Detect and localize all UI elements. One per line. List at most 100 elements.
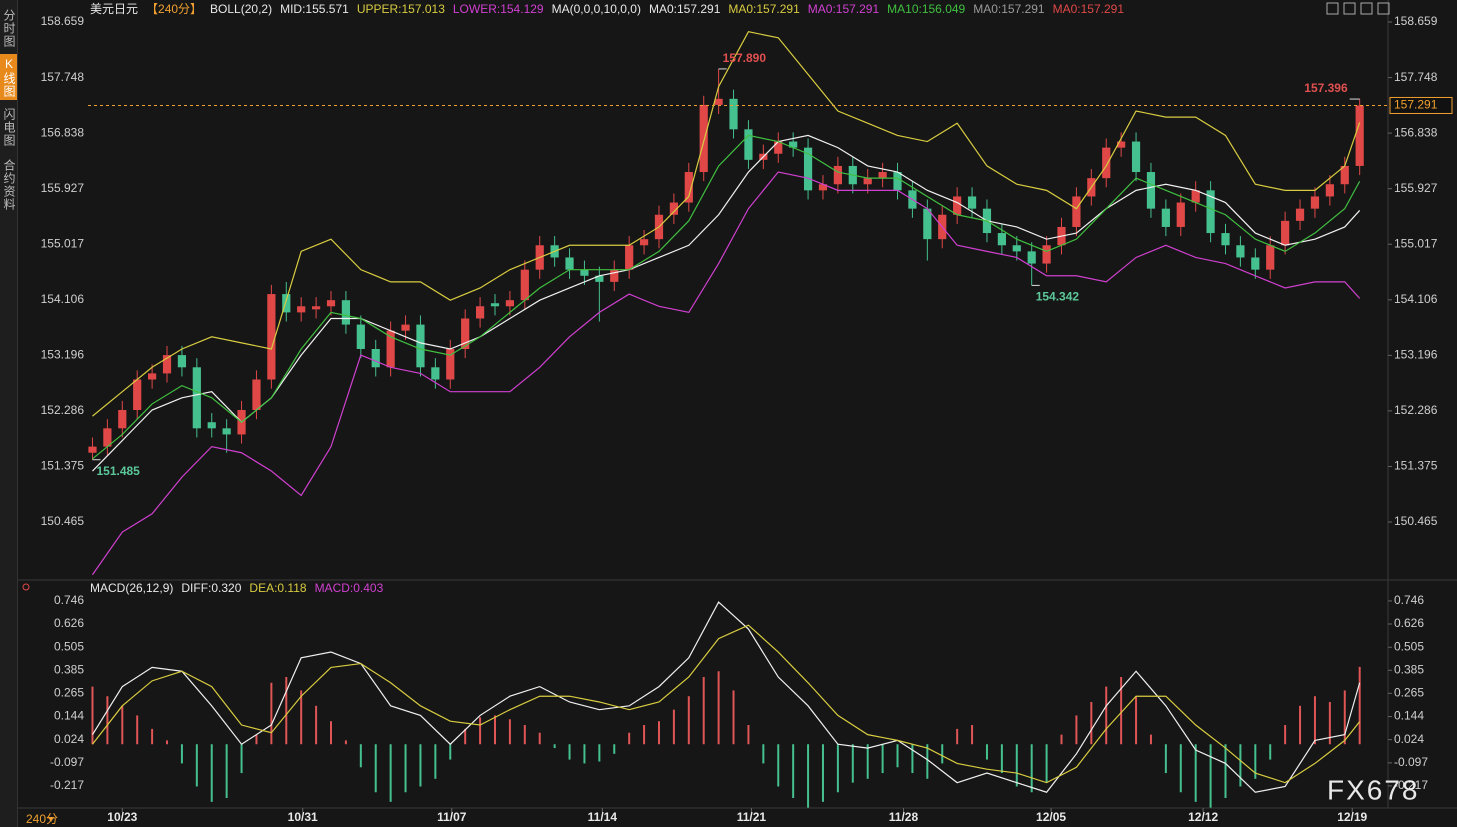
tool-button[interactable]: [1343, 2, 1356, 15]
legend-item: MA0:157.291: [728, 2, 800, 16]
candle-body: [803, 147, 813, 191]
y-tick-label: 0.626: [1394, 616, 1424, 630]
interval-arrow[interactable]: [48, 817, 54, 822]
candle-body: [1161, 208, 1170, 227]
y-tick-label: 157.748: [41, 70, 85, 84]
sidebar-tab[interactable]: 闪电图: [2, 107, 16, 147]
candle-body: [639, 239, 649, 246]
candle-body: [1146, 172, 1156, 209]
candle-body: [297, 306, 306, 313]
candle-body: [401, 324, 410, 331]
y-tick-label: 0.265: [54, 686, 84, 700]
candle-body: [282, 294, 291, 313]
y-tick-label: 0.024: [54, 732, 84, 746]
y-tick-label: 155.927: [41, 181, 85, 195]
sidebar-tab[interactable]: K线图: [0, 54, 17, 100]
candle-body: [461, 318, 470, 349]
candle-body: [1355, 105, 1364, 166]
candle-body: [774, 141, 783, 154]
interval-label[interactable]: 240分: [26, 812, 58, 826]
candle-body: [88, 446, 97, 453]
y-tick-label: -0.097: [1394, 755, 1428, 769]
y-tick-label: 0.505: [54, 639, 84, 653]
annotation-label: 157.396: [1304, 81, 1348, 95]
x-tick-label: 10/31: [288, 810, 318, 824]
y-tick-label: 0.265: [1394, 686, 1424, 700]
legend-item: MA0:157.291: [649, 2, 721, 16]
indicator-line: [92, 134, 1361, 460]
candle-body: [267, 294, 276, 380]
annotation-label: 151.485: [96, 464, 140, 478]
candle-body: [1012, 245, 1021, 252]
y-tick-label: 158.659: [41, 14, 85, 28]
x-tick-label: 11/07: [437, 810, 467, 824]
candle-body: [1325, 184, 1334, 197]
y-tick-label: 0.385: [54, 662, 84, 676]
candle-body: [148, 373, 157, 380]
x-tick-label: 12/19: [1337, 810, 1367, 824]
candle-body: [1266, 245, 1275, 270]
y-tick-label: 152.286: [1394, 403, 1438, 417]
candle-body: [1117, 141, 1126, 148]
candle-body: [416, 324, 425, 368]
tool-button[interactable]: [1326, 2, 1339, 15]
indicator-line: [91, 171, 1361, 576]
y-tick-label: 0.746: [1394, 593, 1424, 607]
sidebar: 分时图 K线图 闪电图 合约资料: [0, 0, 18, 827]
y-tick-label: 0.144: [54, 709, 84, 723]
y-tick-label: 155.017: [1394, 236, 1438, 250]
candle-body: [341, 300, 351, 325]
candle-body: [878, 172, 887, 179]
pane-icon[interactable]: [22, 583, 30, 591]
candle-body: [252, 379, 261, 411]
candle-body: [386, 330, 395, 368]
candle-body: [1176, 202, 1185, 227]
legend-item: 美元日元: [90, 2, 138, 16]
legend-item: BOLL(20,2): [210, 2, 272, 16]
candle-body: [490, 303, 500, 307]
x-tick-label: 11/14: [588, 810, 618, 824]
candle-body: [1281, 220, 1290, 246]
toolbar[interactable]: [1326, 2, 1390, 15]
legend-item: MA0:157.291: [808, 2, 880, 16]
y-tick-label: -0.217: [1394, 778, 1428, 792]
candle-body: [1221, 233, 1230, 246]
candle-body: [729, 98, 738, 130]
candle-body: [505, 300, 515, 307]
y-tick-label: 0.505: [1394, 639, 1424, 653]
y-tick-label: 0.144: [1394, 709, 1424, 723]
candle-body: [953, 196, 962, 215]
y-tick-label: 158.659: [1394, 14, 1438, 28]
y-tick-label: 153.196: [1394, 348, 1438, 362]
candle-body: [684, 172, 693, 203]
candle-body: [520, 269, 529, 301]
candle-body: [1072, 196, 1081, 227]
annotation-label: 154.342: [1036, 290, 1080, 304]
indicator-line: [91, 624, 1361, 784]
candle-body: [610, 269, 619, 282]
candle-body: [118, 410, 127, 429]
tool-button[interactable]: [1377, 2, 1390, 15]
tool-button[interactable]: [1360, 2, 1373, 15]
x-tick-label: 12/05: [1036, 810, 1066, 824]
candle-body: [1191, 190, 1200, 203]
candle-body: [133, 379, 142, 411]
candle-body: [789, 141, 798, 148]
last-price-label: 157.291: [1394, 98, 1438, 112]
x-tick-label: 10/23: [107, 810, 137, 824]
legend-item: MACD(26,12,9): [90, 581, 173, 595]
candle-body: [192, 367, 201, 429]
sidebar-tab[interactable]: 合约资料: [2, 159, 16, 211]
candle-body: [893, 172, 902, 191]
y-tick-label: 155.927: [1394, 181, 1438, 195]
y-tick-label: 0.746: [54, 593, 84, 607]
indicator-line: [91, 601, 1361, 793]
y-tick-label: 157.748: [1394, 70, 1438, 84]
y-tick-label: 155.017: [41, 236, 85, 250]
y-tick-label: 153.196: [41, 348, 85, 362]
candle-body: [103, 428, 112, 447]
legend-item: DIFF:0.320: [181, 581, 241, 595]
sidebar-tab[interactable]: 分时图: [2, 8, 16, 48]
